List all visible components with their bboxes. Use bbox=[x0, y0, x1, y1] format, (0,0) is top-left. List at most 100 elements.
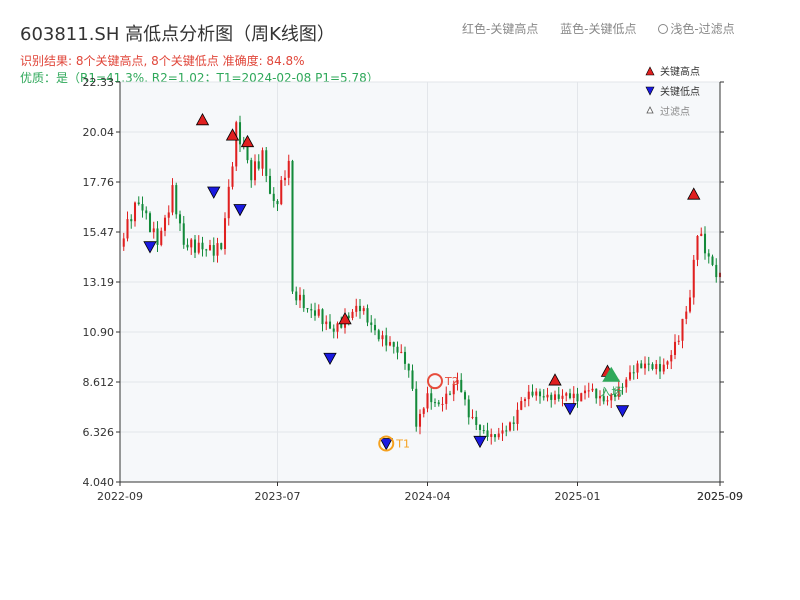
candle-body bbox=[655, 364, 658, 370]
candle-body bbox=[250, 160, 253, 181]
candle-body bbox=[231, 166, 234, 187]
candle-body bbox=[265, 150, 268, 176]
candle-body bbox=[580, 393, 583, 402]
candle-body bbox=[666, 361, 669, 365]
candle-body bbox=[625, 379, 628, 388]
candle-body bbox=[628, 372, 632, 380]
candle-body bbox=[478, 424, 482, 431]
candle-body bbox=[205, 249, 208, 251]
candle-body bbox=[130, 219, 133, 222]
y-tick-label: 8.612 bbox=[83, 376, 115, 389]
legend-high-icon bbox=[645, 66, 655, 76]
x-tick-label: 2023-07 bbox=[255, 490, 301, 503]
candle-body bbox=[610, 394, 613, 401]
candle-body bbox=[201, 242, 204, 250]
key-low-marker bbox=[379, 438, 393, 451]
candle-body bbox=[328, 321, 332, 329]
candle-body bbox=[490, 434, 493, 437]
key-high-marker bbox=[548, 373, 562, 386]
candle-body bbox=[711, 256, 714, 265]
candle-body bbox=[565, 393, 568, 396]
key-low-marker bbox=[143, 241, 157, 254]
candle-body bbox=[272, 193, 275, 201]
candle-body bbox=[160, 230, 163, 245]
candle-body bbox=[523, 399, 527, 402]
candle-body bbox=[246, 145, 249, 161]
top-legend-light: 浅色-过滤点 bbox=[670, 22, 735, 36]
candle-body bbox=[673, 341, 677, 355]
y-tick-label: 10.90 bbox=[83, 326, 115, 339]
candle-body bbox=[643, 363, 647, 369]
candle-body bbox=[606, 400, 609, 402]
key-high-marker bbox=[225, 128, 240, 141]
candle-body bbox=[137, 202, 140, 205]
candle-body bbox=[358, 305, 362, 312]
chart-title: 603811.SH 高低点分析图（周K线图） bbox=[20, 24, 335, 45]
y-tick-label: 6.326 bbox=[83, 426, 115, 439]
candle-body bbox=[182, 223, 185, 245]
candle-body bbox=[647, 363, 650, 365]
candle-body bbox=[145, 210, 148, 214]
candle-body bbox=[692, 259, 695, 298]
candle-body bbox=[373, 324, 377, 331]
candle-body bbox=[295, 291, 298, 301]
candle-body bbox=[227, 186, 230, 219]
candle-body bbox=[501, 430, 504, 434]
candle-body bbox=[463, 392, 467, 400]
candle-body bbox=[591, 388, 594, 391]
candle-body bbox=[388, 342, 392, 346]
candle-body bbox=[460, 379, 463, 393]
candle-body bbox=[141, 204, 144, 211]
candle-body bbox=[568, 393, 572, 399]
candle-body bbox=[681, 318, 684, 341]
axes: 4.040 6.326 8.612 10.90 13.19 15.47 17.76 20.04… bbox=[83, 76, 743, 503]
point-marker-t2 bbox=[427, 373, 443, 390]
key-low-marker bbox=[563, 403, 577, 416]
candle-body bbox=[276, 200, 279, 205]
top-legend-blue: 蓝色-关键低点 bbox=[560, 22, 637, 36]
candle-body bbox=[403, 351, 407, 364]
key-low-marker bbox=[323, 352, 337, 366]
candle-body bbox=[508, 422, 512, 431]
candle-body bbox=[418, 413, 422, 427]
candle-body bbox=[452, 383, 455, 395]
y-tick-label: 13.19 bbox=[83, 276, 115, 289]
candle-body bbox=[670, 354, 673, 362]
key-low-marker bbox=[473, 435, 487, 449]
candle-body bbox=[347, 315, 350, 319]
candle-body bbox=[700, 233, 703, 236]
candle-body bbox=[238, 122, 242, 145]
y-tick-label: 4.040 bbox=[83, 476, 115, 489]
candle-body bbox=[287, 160, 290, 178]
candle-body bbox=[351, 311, 354, 319]
key-high-marker bbox=[240, 134, 255, 148]
candle-body bbox=[208, 245, 212, 251]
candle-body bbox=[497, 433, 500, 438]
candle-body bbox=[381, 335, 384, 340]
x-tick-label: 2024-04 bbox=[405, 490, 451, 503]
candle-body bbox=[475, 416, 478, 425]
candle-body bbox=[448, 393, 452, 395]
candle-body bbox=[546, 394, 549, 398]
candle-body bbox=[422, 408, 425, 414]
candle-body bbox=[467, 399, 470, 418]
candle-body bbox=[283, 177, 287, 181]
candle-body bbox=[703, 233, 707, 254]
candle-body bbox=[531, 391, 534, 396]
candle-body bbox=[572, 393, 575, 399]
candle-body bbox=[370, 322, 373, 325]
candle-body bbox=[313, 310, 317, 316]
candle-body bbox=[167, 212, 170, 218]
candle-body bbox=[171, 185, 174, 213]
key-low-marker bbox=[615, 405, 630, 418]
legend-low-label: 关键低点 bbox=[660, 85, 700, 98]
candle-body bbox=[433, 402, 437, 404]
hollow-circle-icon bbox=[658, 24, 669, 34]
candle-body bbox=[550, 394, 553, 400]
candle-body bbox=[385, 335, 388, 346]
legend-high-label: 关键高点 bbox=[660, 65, 700, 78]
candle-body bbox=[366, 308, 369, 323]
candle-body bbox=[441, 403, 444, 405]
candle-body bbox=[445, 393, 448, 404]
